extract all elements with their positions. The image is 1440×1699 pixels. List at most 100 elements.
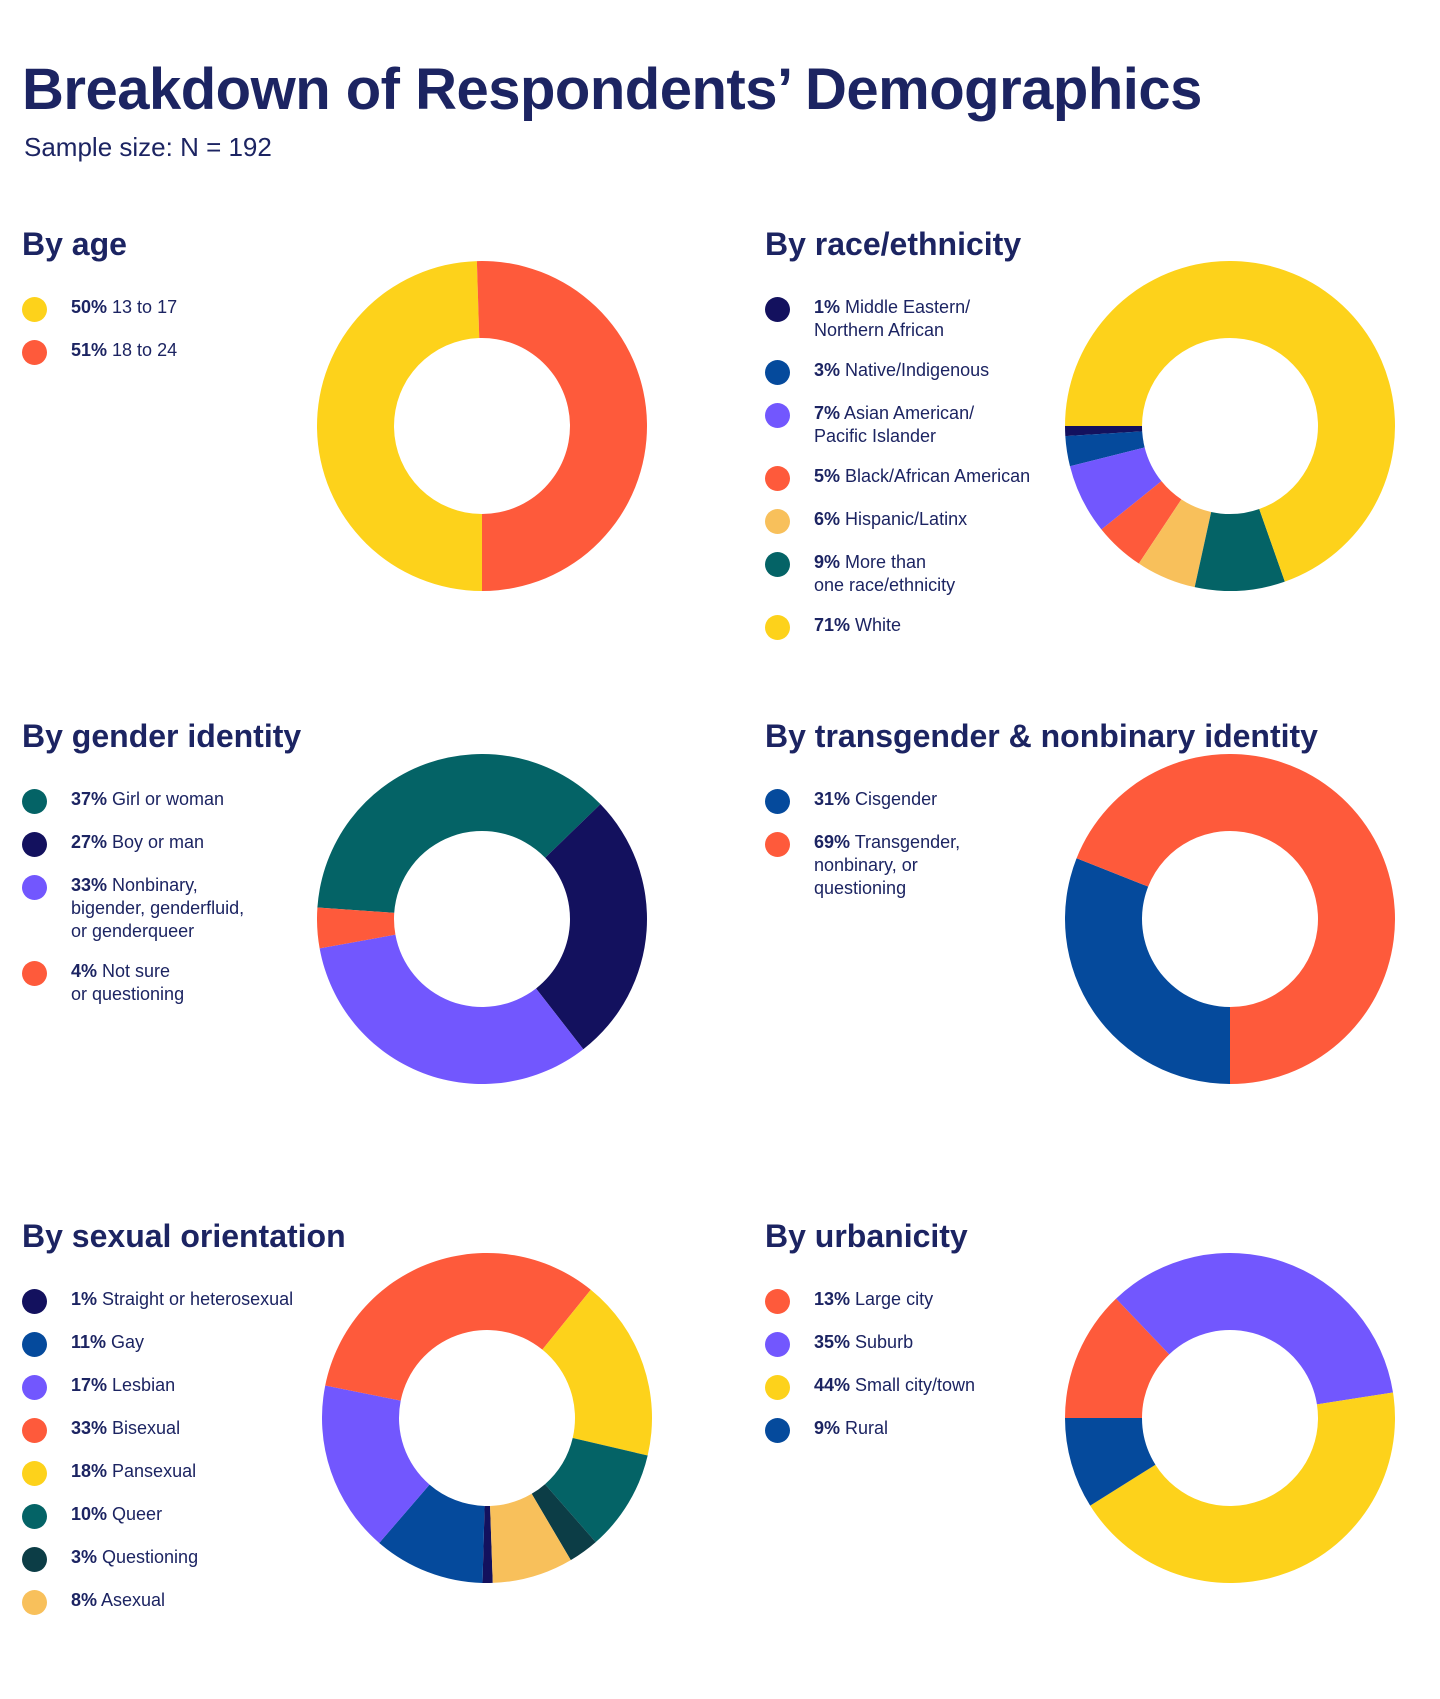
donut-slice [476,261,647,591]
legend-percent: 10% [71,1504,108,1524]
legend-category: Middle Eastern/ Northern African [814,297,971,340]
legend-swatch [765,552,790,577]
legend-item: 4% Not sure or questioning [22,960,244,1006]
legend-category: Asexual [97,1590,166,1610]
legend-label: 33% Bisexual [71,1417,180,1440]
legend-category: 13 to 17 [107,297,178,317]
legend-item: 1% Straight or heterosexual [22,1288,293,1314]
legend-swatch [765,1375,790,1400]
donut-slice [544,1438,648,1543]
legend-item: 44% Small city/town [765,1374,975,1400]
legend-percent: 8% [71,1590,98,1610]
race-title: By race/ethnicity [765,226,1022,262]
legend-label: 1% Straight or heterosexual [71,1288,293,1311]
donut-slice [1116,1253,1394,1405]
legend-label: 9% Rural [814,1417,888,1440]
legend-category: Girl or woman [107,789,225,809]
legend-category: Lesbian [107,1375,176,1395]
legend-item: 31% Cisgender [765,788,960,814]
legend-label: 10% Queer [71,1503,162,1526]
legend-item: 71% White [765,614,1030,640]
donut-slice [1138,499,1212,588]
legend-item: 3% Questioning [22,1546,293,1572]
legend-swatch [22,961,47,986]
legend-swatch [22,1590,47,1615]
donut-slice [379,1484,485,1583]
age-panel: By age 50% 13 to 17 51% 18 to 24 [22,226,722,626]
gender-legend: 37% Girl or woman 27% Boy or man 33% Nonbi… [22,788,244,1023]
donut-slice [1069,447,1162,530]
legend-percent: 6% [814,509,841,529]
legend-label: 6% Hispanic/Latinx [814,508,967,531]
legend-label: 3% Native/Indigenous [814,359,989,382]
orientation-panel: By sexual orientation 1% Straight or het… [22,1218,722,1618]
donut-slice [317,907,396,949]
legend-percent: 3% [71,1547,98,1567]
legend-swatch [22,875,47,900]
legend-swatch [22,1504,47,1529]
legend-item: 6% Hispanic/Latinx [765,508,1030,534]
legend-item: 37% Girl or woman [22,788,244,814]
urbanicity-legend: 13% Large city 35% Suburb 44% Small city/t… [765,1288,975,1460]
gender-donut [317,754,647,1084]
legend-percent: 51% [71,340,108,360]
legend-category: Boy or man [107,832,205,852]
legend-label: 9% More than one race/ethnicity [814,551,955,597]
legend-swatch [765,1332,790,1357]
legend-label: 7% Asian American/ Pacific Islander [814,402,974,448]
donut-slice [317,261,482,591]
legend-percent: 1% [814,297,841,317]
legend-category: Gay [106,1332,145,1352]
legend-label: 35% Suburb [814,1331,913,1354]
legend-category: Pansexual [107,1461,197,1481]
legend-category: Not sure or questioning [71,961,185,1004]
legend-swatch [765,615,790,640]
legend-percent: 9% [814,552,841,572]
legend-label: 51% 18 to 24 [71,339,177,362]
legend-percent: 11% [71,1332,107,1352]
legend-item: 51% 18 to 24 [22,339,177,365]
legend-category: Black/African American [840,466,1031,486]
legend-item: 69% Transgender, nonbinary, or questioni… [765,831,960,900]
legend-label: 27% Boy or man [71,831,204,854]
legend-label: 17% Lesbian [71,1374,175,1397]
page-title: Breakdown of Respondents’ Demographics [22,57,1202,122]
legend-label: 71% White [814,614,901,637]
legend-swatch [22,1375,47,1400]
legend-label: 11% Gay [71,1331,144,1354]
legend-swatch [22,1418,47,1443]
legend-label: 4% Not sure or questioning [71,960,184,1006]
legend-label: 5% Black/African American [814,465,1030,488]
legend-percent: 71% [814,615,851,635]
legend-label: 69% Transgender, nonbinary, or questioni… [814,831,960,900]
page-subtitle: Sample size: N = 192 [24,132,272,162]
legend-item: 11% Gay [22,1331,293,1357]
legend-item: 13% Large city [765,1288,975,1314]
trans-donut [1065,754,1395,1084]
legend-swatch [22,832,47,857]
legend-label: 50% 13 to 17 [71,296,177,319]
legend-category: Straight or heterosexual [97,1289,294,1309]
donut-slice [536,804,647,1050]
legend-category: Native/Indigenous [840,360,990,380]
legend-swatch [765,509,790,534]
legend-label: 8% Asexual [71,1589,165,1612]
legend-percent: 27% [71,832,108,852]
legend-label: 13% Large city [814,1288,933,1311]
trans-legend: 31% Cisgender 69% Transgender, nonbinary,… [765,788,960,917]
race-donut [1065,261,1395,591]
donut-slice [490,1493,571,1583]
donut-slice [319,934,584,1084]
legend-swatch [22,789,47,814]
donut-slice [1194,508,1285,591]
legend-item: 10% Queer [22,1503,293,1529]
donut-slice [1065,1418,1156,1506]
age-donut [317,261,647,591]
orientation-title: By sexual orientation [22,1218,346,1254]
legend-item: 27% Boy or man [22,831,244,857]
legend-percent: 18% [71,1461,108,1481]
legend-item: 17% Lesbian [22,1374,293,1400]
donut-slice [325,1253,591,1401]
legend-swatch [22,297,47,322]
donut-slice [1065,431,1145,467]
